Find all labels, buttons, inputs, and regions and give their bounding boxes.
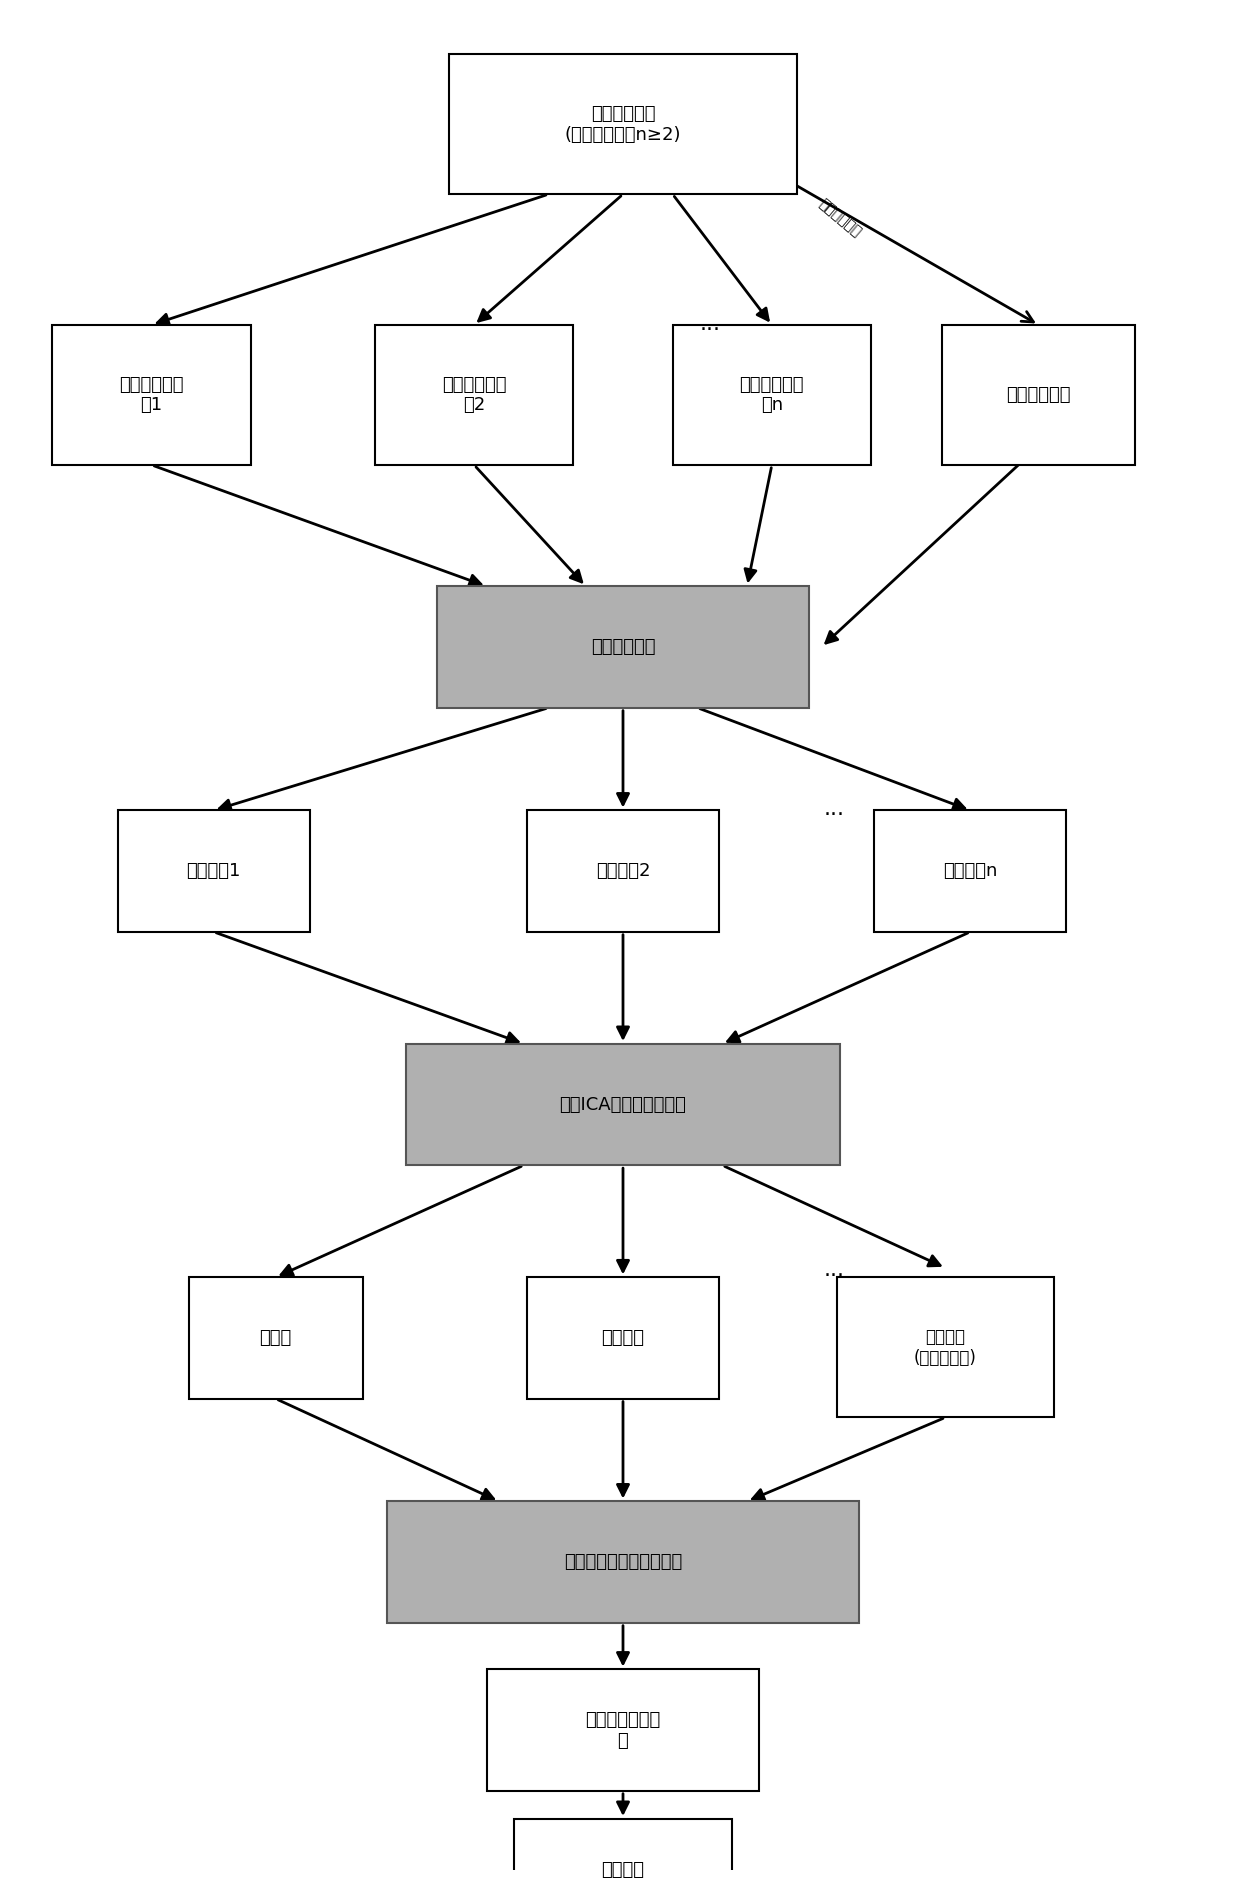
FancyBboxPatch shape [189, 1278, 363, 1398]
Text: 谱减法去噪声: 谱减法去噪声 [591, 638, 655, 657]
Text: 原始空化声信
号2: 原始空化声信 号2 [442, 376, 506, 414]
Text: 其他信号
(如各级谐波): 其他信号 (如各级谐波) [915, 1329, 977, 1366]
FancyBboxPatch shape [388, 1502, 858, 1622]
FancyBboxPatch shape [437, 587, 809, 708]
Text: 空化检测装置
(接收探头数为n≥2): 空化检测装置 (接收探头数为n≥2) [564, 105, 682, 143]
FancyBboxPatch shape [375, 326, 573, 465]
FancyBboxPatch shape [673, 326, 871, 465]
Text: ···: ··· [824, 805, 845, 824]
FancyBboxPatch shape [527, 1278, 719, 1398]
FancyBboxPatch shape [527, 811, 719, 932]
Text: 仪器系统调试: 仪器系统调试 [816, 196, 863, 239]
FancyBboxPatch shape [406, 1045, 840, 1165]
FancyBboxPatch shape [52, 326, 250, 465]
Text: 去噪信号1: 去噪信号1 [187, 862, 240, 881]
Text: 空化参数变化曲
线: 空化参数变化曲 线 [586, 1711, 660, 1750]
FancyBboxPatch shape [450, 55, 796, 194]
Text: 背景噪声信号: 背景噪声信号 [1007, 386, 1070, 405]
Text: 基于ICA的空化信号分离: 基于ICA的空化信号分离 [559, 1095, 687, 1114]
Text: 宽带噪声: 宽带噪声 [602, 1329, 644, 1348]
FancyBboxPatch shape [117, 811, 310, 932]
FancyBboxPatch shape [875, 811, 1067, 932]
Text: 次谐波: 次谐波 [259, 1329, 292, 1348]
Text: 去噪信号2: 去噪信号2 [596, 862, 650, 881]
FancyBboxPatch shape [486, 1669, 760, 1792]
Text: 去噪信号n: 去噪信号n [943, 862, 998, 881]
Text: ···: ··· [699, 320, 720, 339]
FancyBboxPatch shape [515, 1818, 731, 1882]
Text: 原始空化声信
号n: 原始空化声信 号n [740, 376, 804, 414]
Text: 原始空化声信
号1: 原始空化声信 号1 [120, 376, 184, 414]
Text: 空化声信号特征参数提取: 空化声信号特征参数提取 [564, 1553, 682, 1571]
FancyBboxPatch shape [942, 326, 1135, 465]
FancyBboxPatch shape [837, 1278, 1054, 1417]
Text: 空化强度: 空化强度 [602, 1861, 644, 1880]
Text: ···: ··· [824, 1267, 845, 1287]
